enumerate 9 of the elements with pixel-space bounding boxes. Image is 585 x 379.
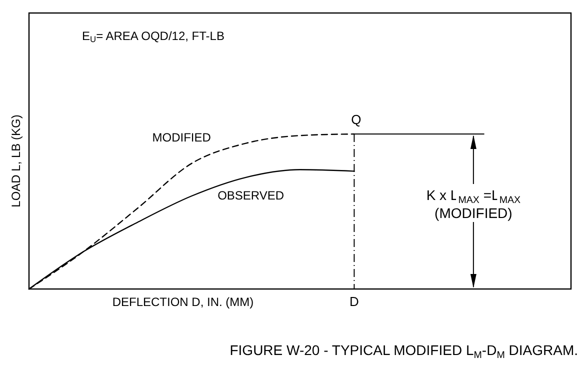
text: E$_{U}$= AREA OQD/12, FT-LB (82, 29, 224, 44)
ref-line-label: Q (351, 112, 362, 127)
annotation: (MODIFIED) (434, 205, 512, 221)
x-axis-title: DEFLECTION D, IN. (MM) (112, 295, 254, 309)
y-axis-title: LOAD L, LB (KG) (9, 114, 23, 208)
series-label: MODIFIED (152, 130, 212, 144)
text: FIGURE W-20 - TYPICAL MODIFIED L$_{M}$-D$_{M}$ DIAGRAM. (230, 342, 578, 361)
series-label: OBSERVED (218, 188, 284, 202)
text: D (350, 294, 359, 309)
